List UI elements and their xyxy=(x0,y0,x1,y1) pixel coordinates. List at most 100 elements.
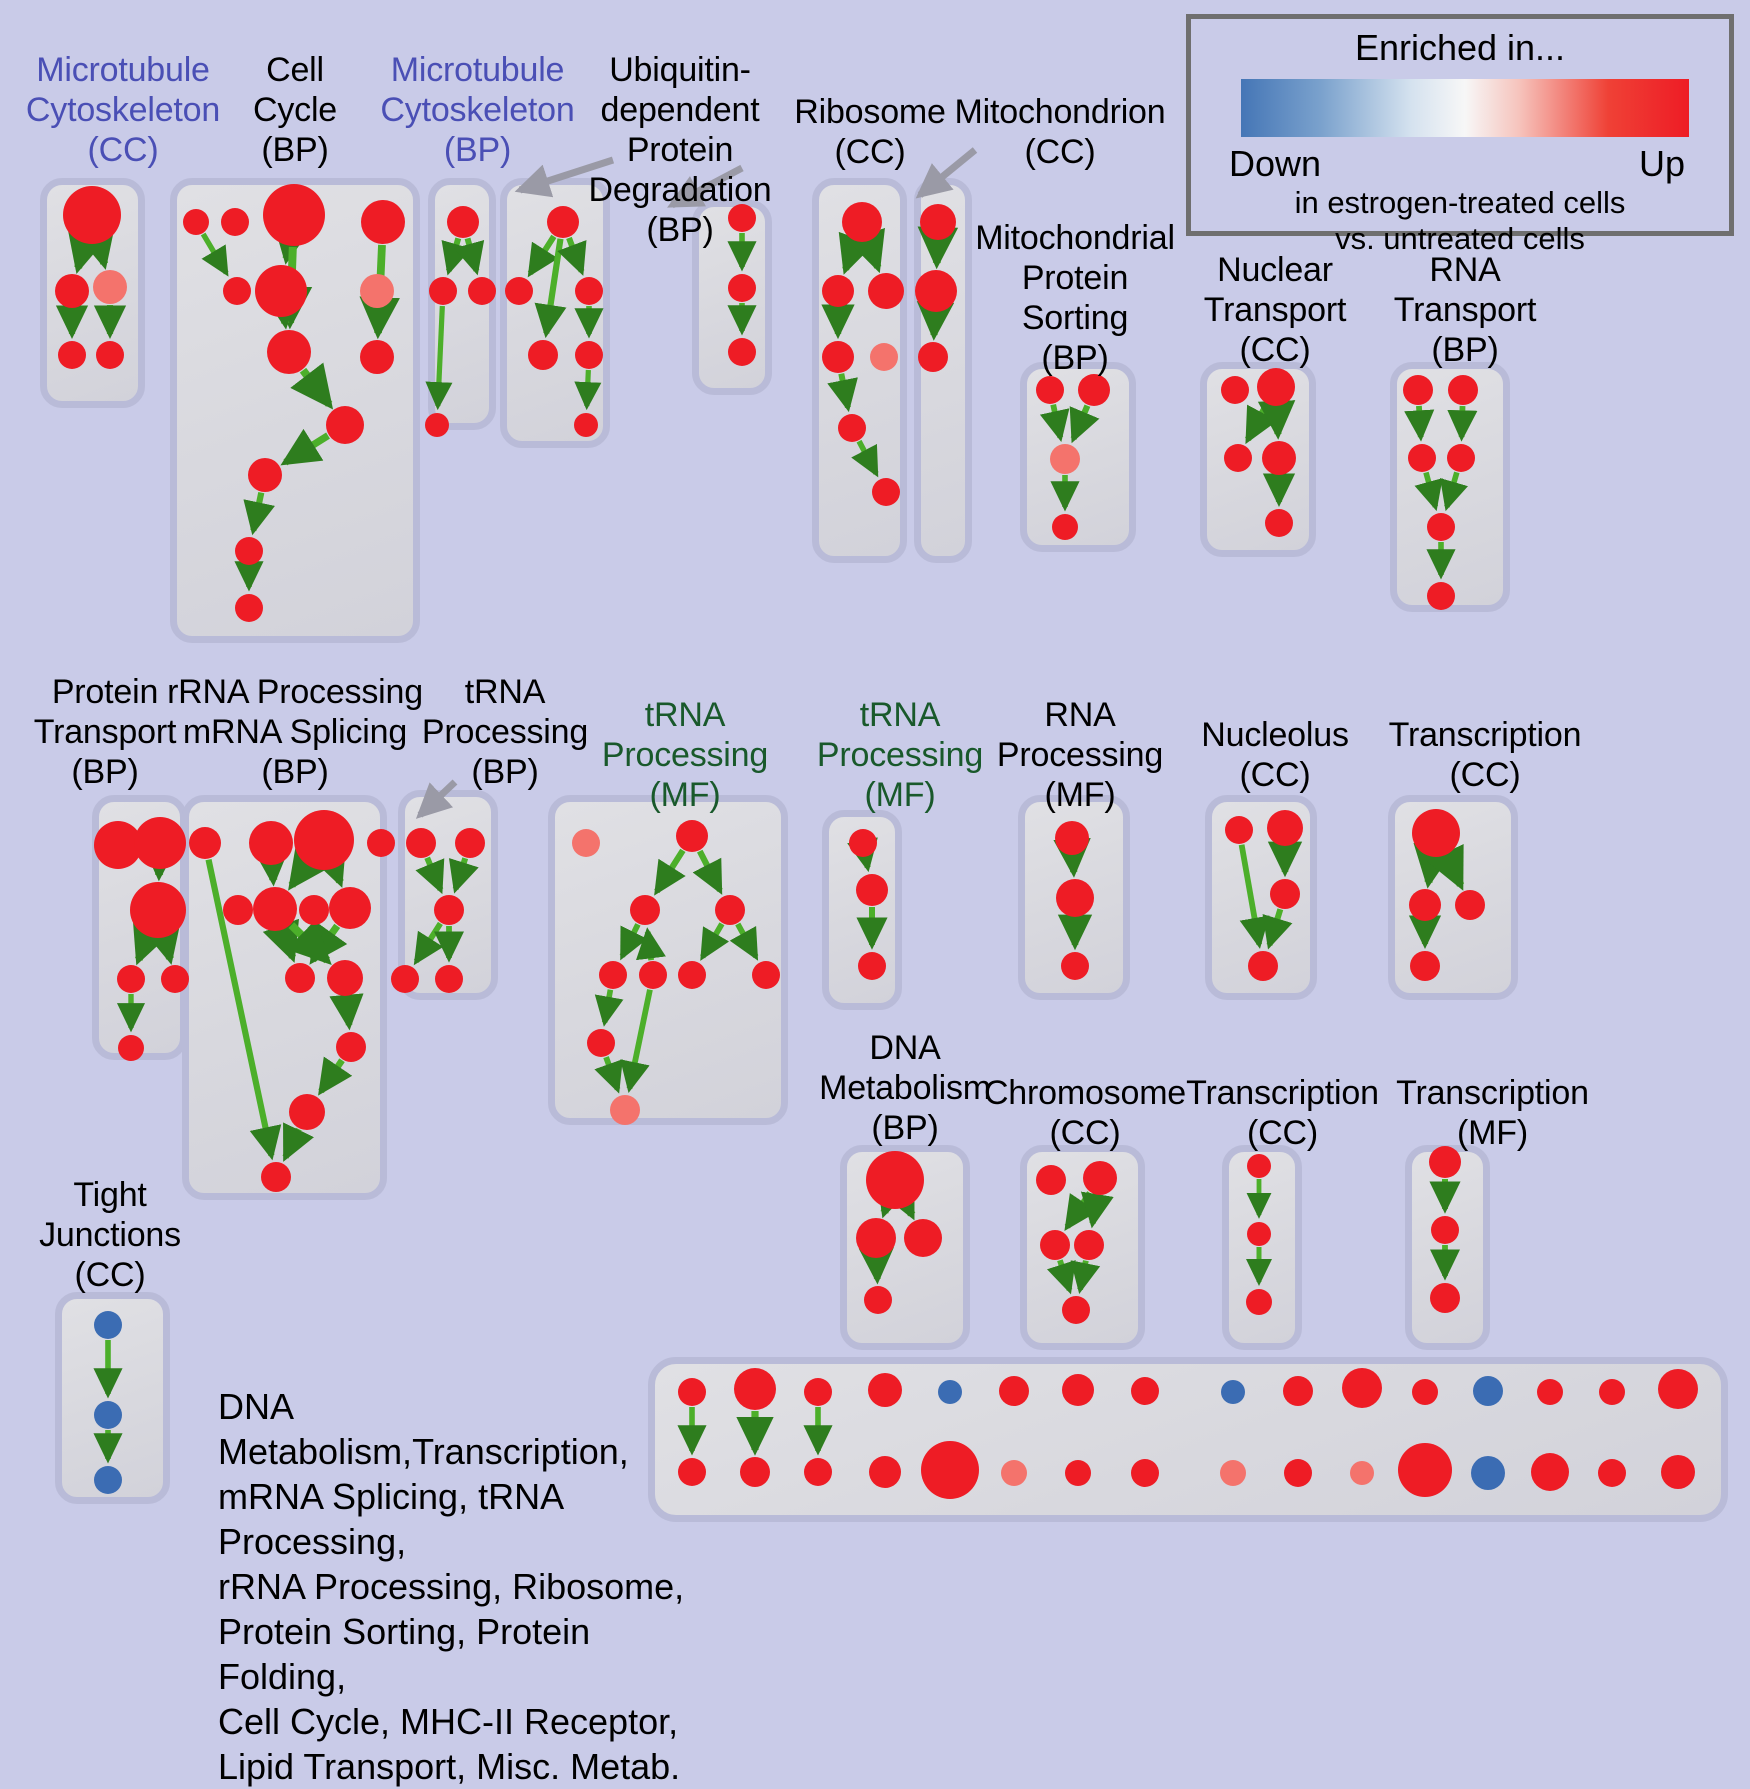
network-node[interactable] xyxy=(842,202,882,242)
network-node[interactable] xyxy=(1283,1376,1313,1406)
network-node[interactable] xyxy=(869,1456,901,1488)
network-node[interactable] xyxy=(96,341,124,369)
network-node[interactable] xyxy=(856,1218,896,1258)
network-node[interactable] xyxy=(918,342,948,372)
network-node[interactable] xyxy=(868,273,904,309)
network-node[interactable] xyxy=(1409,889,1441,921)
network-node[interactable] xyxy=(1408,444,1436,472)
network-node[interactable] xyxy=(255,265,307,317)
network-node[interactable] xyxy=(1531,1453,1569,1491)
network-node[interactable] xyxy=(1040,1230,1070,1260)
network-node[interactable] xyxy=(1412,809,1460,857)
network-node[interactable] xyxy=(1537,1379,1563,1405)
network-node[interactable] xyxy=(587,1029,615,1057)
network-node[interactable] xyxy=(804,1458,832,1486)
network-node[interactable] xyxy=(856,874,888,906)
network-node[interactable] xyxy=(804,1378,832,1406)
network-node[interactable] xyxy=(253,887,297,931)
network-node[interactable] xyxy=(1658,1369,1698,1409)
network-node[interactable] xyxy=(915,270,957,312)
network-node[interactable] xyxy=(327,960,363,996)
network-node[interactable] xyxy=(528,340,558,370)
network-node[interactable] xyxy=(572,829,600,857)
network-node[interactable] xyxy=(575,341,603,369)
network-node[interactable] xyxy=(1062,1374,1094,1406)
network-node[interactable] xyxy=(1050,444,1080,474)
network-node[interactable] xyxy=(360,340,394,374)
network-node[interactable] xyxy=(118,1035,144,1061)
network-node[interactable] xyxy=(134,817,186,869)
network-node[interactable] xyxy=(58,341,86,369)
network-node[interactable] xyxy=(455,828,485,858)
network-node[interactable] xyxy=(734,1368,776,1410)
network-node[interactable] xyxy=(406,828,436,858)
network-node[interactable] xyxy=(1599,1379,1625,1405)
network-node[interactable] xyxy=(1131,1459,1159,1487)
network-node[interactable] xyxy=(858,952,886,980)
network-node[interactable] xyxy=(872,478,900,506)
network-node[interactable] xyxy=(999,1376,1029,1406)
network-node[interactable] xyxy=(505,277,533,305)
network-node[interactable] xyxy=(1471,1456,1505,1490)
network-node[interactable] xyxy=(1455,890,1485,920)
network-node[interactable] xyxy=(223,277,251,305)
network-node[interactable] xyxy=(1083,1161,1117,1195)
network-node[interactable] xyxy=(294,810,354,870)
network-node[interactable] xyxy=(822,341,854,373)
network-node[interactable] xyxy=(434,895,464,925)
network-node[interactable] xyxy=(161,965,189,993)
network-node[interactable] xyxy=(267,330,311,374)
network-node[interactable] xyxy=(93,270,127,304)
network-node[interactable] xyxy=(447,206,479,238)
network-node[interactable] xyxy=(1061,952,1089,980)
network-node[interactable] xyxy=(1052,514,1078,540)
network-node[interactable] xyxy=(1598,1459,1626,1487)
network-node[interactable] xyxy=(639,961,667,989)
network-node[interactable] xyxy=(1398,1443,1452,1497)
network-node[interactable] xyxy=(1431,1216,1459,1244)
network-node[interactable] xyxy=(1065,1460,1091,1486)
network-node[interactable] xyxy=(223,895,253,925)
network-node[interactable] xyxy=(610,1095,640,1125)
network-node[interactable] xyxy=(1350,1461,1374,1485)
network-node[interactable] xyxy=(1074,1230,1104,1260)
network-node[interactable] xyxy=(1248,951,1278,981)
network-node[interactable] xyxy=(630,895,660,925)
network-node[interactable] xyxy=(868,1373,902,1407)
network-node[interactable] xyxy=(1473,1376,1503,1406)
network-node[interactable] xyxy=(235,594,263,622)
network-node[interactable] xyxy=(261,1162,291,1192)
network-node[interactable] xyxy=(1055,821,1089,855)
network-node[interactable] xyxy=(360,274,394,308)
network-node[interactable] xyxy=(117,965,145,993)
network-node[interactable] xyxy=(289,1094,325,1130)
network-node[interactable] xyxy=(1131,1377,1159,1405)
network-node[interactable] xyxy=(94,1466,122,1494)
network-node[interactable] xyxy=(678,961,706,989)
network-node[interactable] xyxy=(189,827,221,859)
network-node[interactable] xyxy=(676,820,708,852)
network-node[interactable] xyxy=(849,829,877,857)
network-node[interactable] xyxy=(55,274,89,308)
network-node[interactable] xyxy=(920,204,956,240)
network-node[interactable] xyxy=(715,895,745,925)
network-node[interactable] xyxy=(1221,376,1249,404)
network-node[interactable] xyxy=(336,1032,366,1062)
network-node[interactable] xyxy=(599,961,627,989)
network-node[interactable] xyxy=(1056,879,1094,917)
network-node[interactable] xyxy=(183,209,209,235)
network-node[interactable] xyxy=(1257,368,1295,406)
network-node[interactable] xyxy=(1247,1154,1271,1178)
network-node[interactable] xyxy=(468,277,496,305)
network-node[interactable] xyxy=(1001,1460,1027,1486)
network-node[interactable] xyxy=(1447,444,1475,472)
network-node[interactable] xyxy=(425,413,449,437)
network-node[interactable] xyxy=(94,1401,122,1429)
network-node[interactable] xyxy=(248,458,282,492)
network-node[interactable] xyxy=(1270,879,1300,909)
network-node[interactable] xyxy=(263,184,325,246)
network-node[interactable] xyxy=(63,186,121,244)
network-node[interactable] xyxy=(728,338,756,366)
network-node[interactable] xyxy=(838,414,866,442)
network-node[interactable] xyxy=(1427,582,1455,610)
